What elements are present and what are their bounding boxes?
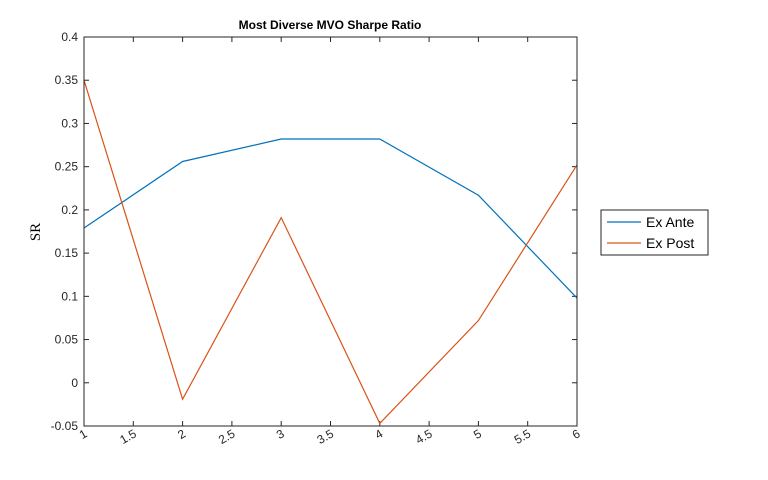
plot-area	[83, 80, 578, 425]
x-axis: 1 1.5 2 2.5 3 3.5 4 4.5 5 5.5 6	[77, 37, 583, 447]
x-tick-label: 1	[77, 426, 90, 442]
y-tick-label: 0	[71, 376, 78, 390]
y-tick-label: 0.05	[55, 333, 79, 347]
legend: Ex Ante Ex Post	[600, 209, 709, 256]
y-tick-label: -0.05	[51, 419, 79, 433]
legend-box	[600, 209, 709, 256]
x-tick-label: 5	[471, 426, 484, 442]
x-tick-label: 4	[373, 426, 386, 442]
x-tick-label: 2.5	[216, 426, 238, 447]
y-tick-label: 0.1	[61, 289, 78, 303]
y-tick-label: 0.2	[61, 203, 78, 217]
legend-label-ex-post: Ex Post	[646, 235, 694, 251]
series-line-ex-ante	[83, 138, 578, 299]
y-tick-label: 0.25	[55, 160, 79, 174]
y-tick-label: 0.4	[61, 30, 78, 44]
chart-title: Most Diverse MVO Sharpe Ratio	[239, 18, 422, 32]
x-tick-label: 4.5	[413, 426, 435, 447]
x-tick-label: 6	[570, 426, 583, 442]
y-axis: -0.05 0 0.05 0.1 0.15 0.2 0.25 0.3 0.35 0.4	[51, 30, 577, 433]
x-tick-label: 3	[274, 426, 287, 442]
series-line-ex-post	[83, 80, 578, 425]
y-tick-label: 0.3	[61, 116, 78, 130]
x-tick-label: 3.5	[315, 426, 337, 447]
y-tick-label: 0.15	[55, 246, 79, 260]
y-tick-label: 0.35	[55, 73, 79, 87]
x-tick-label: 2	[175, 426, 188, 442]
legend-label-ex-ante: Ex Ante	[646, 214, 694, 230]
x-tick-label: 5.5	[512, 426, 534, 447]
x-tick-label: 1.5	[117, 426, 139, 447]
y-axis-label: SR	[28, 223, 44, 241]
plot-frame	[83, 36, 578, 427]
